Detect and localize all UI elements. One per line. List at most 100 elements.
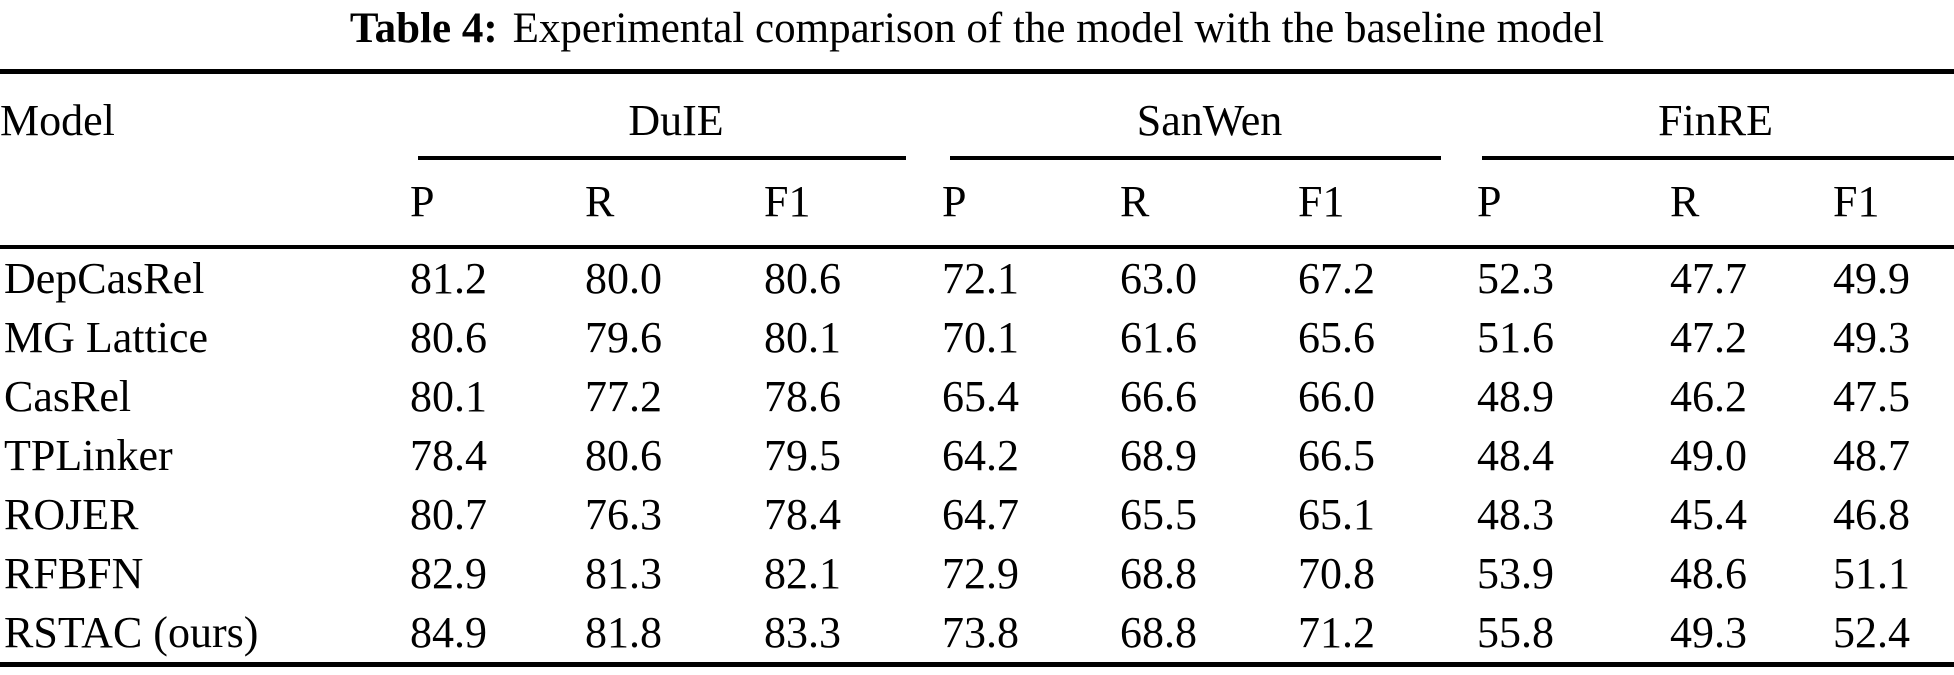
group-header-sanwen: SanWen (1136, 95, 1283, 145)
metric-value: 78.6 (764, 372, 841, 422)
metric-value: 47.2 (1670, 313, 1748, 363)
metric-value: 64.2 (942, 431, 1020, 481)
metric-value: 72.1 (942, 254, 1020, 304)
metric-value: 79.5 (764, 431, 841, 481)
sanwen-underline-rule (950, 156, 1442, 161)
metric-value-best: 84.9 (410, 608, 487, 658)
metric-value: 66.5 (1298, 431, 1376, 481)
col-header-finre-p: P (1477, 160, 1671, 250)
model-name: ROJER (4, 490, 139, 540)
model-name: TPLinker (4, 431, 173, 481)
metric-value: 61.6 (1120, 313, 1198, 363)
col-header-sanwen-p: P (942, 160, 1121, 250)
metric-value: 64.7 (942, 490, 1020, 540)
group-underline-row (0, 156, 1954, 161)
col-header-duie-r: R (585, 160, 764, 250)
col-header-finre-f1: F1 (1833, 160, 1954, 250)
metric-value: 80.6 (764, 254, 841, 304)
metric-value: 78.4 (764, 490, 841, 540)
metric-value: 81.2 (410, 254, 487, 304)
table-caption: Table 4: Experimental comparison of the m… (0, 0, 1954, 53)
table-row: TPLinker 78.4 80.6 79.5 64.2 68.9 66.5 4… (0, 426, 1954, 485)
metric-value: 70.8 (1298, 549, 1376, 599)
metric-value-best: 55.8 (1477, 608, 1555, 658)
metric-value: 65.1 (1298, 490, 1376, 540)
model-name: DepCasRel (4, 254, 205, 304)
metric-value: 63.0 (1120, 254, 1198, 304)
metric-value: 66.0 (1298, 372, 1376, 422)
metric-value: 45.4 (1670, 490, 1748, 540)
col-header-finre-r: R (1670, 160, 1834, 250)
metric-value: 52.3 (1477, 254, 1555, 304)
metric-value: 70.1 (942, 313, 1020, 363)
model-name: RSTAC (ours) (4, 608, 259, 658)
metric-value: 80.6 (585, 431, 662, 481)
table-row: MG Lattice 80.6 79.6 80.1 70.1 61.6 65.6… (0, 308, 1954, 367)
metric-value-best: 81.8 (585, 608, 662, 658)
metric-value: 82.1 (764, 549, 841, 599)
metric-value: 53.9 (1477, 549, 1555, 599)
metric-value: 51.1 (1833, 549, 1911, 599)
metric-value: 46.8 (1833, 490, 1911, 540)
metric-header-row: P R F1 P R F1 P R F1 (0, 160, 1954, 250)
col-header-duie-p: P (410, 160, 585, 250)
metric-value-best: 49.3 (1670, 608, 1748, 658)
duie-underline-rule (418, 156, 907, 161)
table-row: RFBFN 82.9 81.3 82.1 72.9 68.8 70.8 53.9… (0, 544, 1954, 603)
finre-underline-rule (1482, 156, 1954, 161)
model-name: CasRel (4, 372, 132, 422)
metric-value: 48.4 (1477, 431, 1555, 481)
metric-value: 80.7 (410, 490, 487, 540)
table-row: RSTAC (ours) 84.9 81.8 83.3 73.8 68.8 71… (0, 603, 1954, 665)
table-row: DepCasRel 81.2 80.0 80.6 72.1 63.0 67.2 … (0, 247, 1954, 308)
metric-value: 49.9 (1833, 254, 1911, 304)
col-header-sanwen-r: R (1120, 160, 1299, 250)
metric-value: 51.6 (1477, 313, 1555, 363)
metric-value: 48.7 (1833, 431, 1911, 481)
metric-value: 48.9 (1477, 372, 1555, 422)
group-header-duie: DuIE (628, 95, 724, 145)
table-row: CasRel 80.1 77.2 78.6 65.4 66.6 66.0 48.… (0, 367, 1954, 426)
metric-value: 80.1 (410, 372, 487, 422)
metric-value: 78.4 (410, 431, 487, 481)
metric-value: 49.3 (1833, 313, 1911, 363)
metric-value: 80.0 (585, 254, 662, 304)
metric-value: 65.5 (1120, 490, 1198, 540)
metric-value: 76.3 (585, 490, 662, 540)
metric-value: 72.9 (942, 549, 1020, 599)
metric-value: 68.8 (1120, 608, 1198, 658)
metric-value: 65.4 (942, 372, 1020, 422)
metric-value: 77.2 (585, 372, 662, 422)
metric-value: 66.6 (1120, 372, 1198, 422)
metric-value: 82.9 (410, 549, 487, 599)
model-name: MG Lattice (4, 313, 209, 363)
group-header-row: Model DuIE SanWen FinRE (0, 72, 1954, 157)
table-row: ROJER 80.7 76.3 78.4 64.7 65.5 65.1 48.3… (0, 485, 1954, 544)
metric-value: 47.5 (1833, 372, 1911, 422)
metric-value: 79.6 (585, 313, 662, 363)
metric-value: 80.1 (764, 313, 841, 363)
table-caption-text: Experimental comparison of the model wit… (512, 5, 1605, 52)
metric-value-best: 68.9 (1120, 431, 1198, 481)
metric-value: 48.3 (1477, 490, 1555, 540)
col-header-duie-f1: F1 (764, 160, 943, 250)
metric-value: 80.6 (410, 313, 487, 363)
metric-value: 81.3 (585, 549, 662, 599)
metric-value: 68.8 (1120, 549, 1198, 599)
col-header-sanwen-f1: F1 (1298, 160, 1478, 250)
metric-value: 65.6 (1298, 313, 1376, 363)
table-caption-label: Table 4: (349, 5, 498, 52)
metric-value-best: 83.3 (764, 608, 841, 658)
metric-value-best: 73.8 (942, 608, 1020, 658)
metric-value: 49.0 (1670, 431, 1748, 481)
model-name: RFBFN (4, 549, 144, 599)
column-header-model: Model (0, 95, 115, 145)
metric-value-best: 52.4 (1833, 608, 1911, 658)
spacer-cell (0, 160, 410, 250)
results-table: Model DuIE SanWen FinRE P R F1 P R F1 P (0, 69, 1954, 668)
metric-value: 46.2 (1670, 372, 1748, 422)
group-header-finre: FinRE (1658, 95, 1773, 145)
metric-value: 48.6 (1670, 549, 1748, 599)
metric-value: 67.2 (1298, 254, 1376, 304)
